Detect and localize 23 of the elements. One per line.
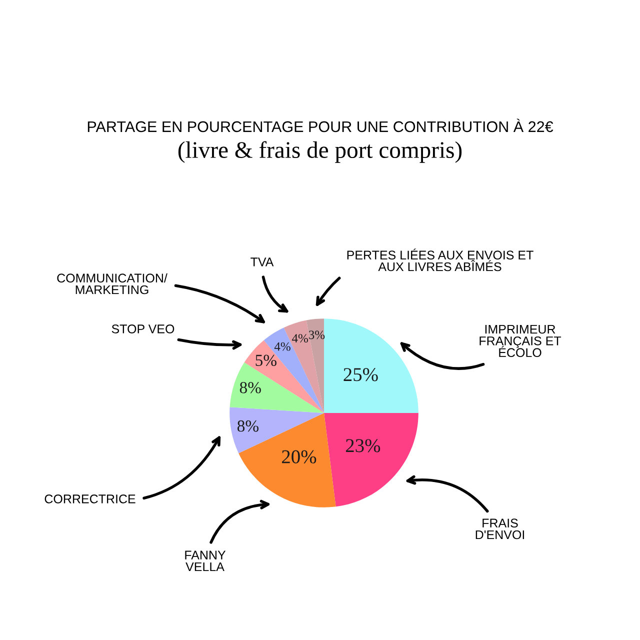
pie-slice (306, 318, 324, 413)
data-label: 4% (292, 334, 308, 343)
data-label: 3% (308, 330, 325, 340)
pie-slice (238, 413, 336, 508)
slice-label: COMMUNICATION/ MARKETING (57, 273, 168, 294)
data-label: 4% (274, 342, 290, 351)
slice-label: TVA (250, 258, 274, 266)
slice-label: STOP VEO (112, 324, 174, 334)
slice-label: PERTES LIÉES AUX ENVOIS ET AUX LIVRES ABÎMÉS (347, 248, 534, 272)
pie-slice (324, 318, 418, 413)
data-label: 23% (346, 439, 380, 452)
data-label: 20% (282, 450, 316, 464)
data-label: 8% (240, 382, 261, 394)
data-label: 5% (256, 354, 276, 366)
slice-label: CORRECTRICE (44, 494, 136, 504)
pie-slice (324, 413, 418, 507)
data-label: 8% (237, 420, 259, 432)
chart-title: PARTAGE EN POURCENTAGE POUR UNE CONTRIBUTION À 22€ (88, 118, 554, 132)
slice-label: FRAIS D'ENVOI (476, 518, 524, 540)
slice-label: IMPRIMEUR FRANÇAIS ET ÉCOLO (480, 324, 562, 358)
chart-subtitle: (livre & frais de port compris) (178, 141, 462, 163)
slice-label: FANNY VELLA (185, 550, 226, 572)
data-label: 25% (344, 368, 378, 382)
